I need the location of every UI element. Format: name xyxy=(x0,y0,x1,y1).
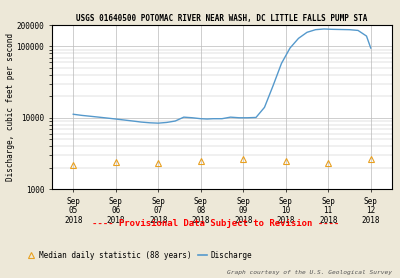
Legend: Median daily statistic (88 years), Discharge: Median daily statistic (88 years), Disch… xyxy=(24,248,255,263)
Text: Graph courtesy of the U.S. Geological Survey: Graph courtesy of the U.S. Geological Su… xyxy=(227,270,392,275)
Y-axis label: Discharge, cubic feet per second: Discharge, cubic feet per second xyxy=(6,33,15,181)
Title: USGS 01640500 POTOMAC RIVER NEAR WASH, DC LITTLE FALLS PUMP STA: USGS 01640500 POTOMAC RIVER NEAR WASH, D… xyxy=(76,14,368,23)
Text: ---- Provisional Data Subject to Revision ----: ---- Provisional Data Subject to Revisio… xyxy=(92,219,340,228)
